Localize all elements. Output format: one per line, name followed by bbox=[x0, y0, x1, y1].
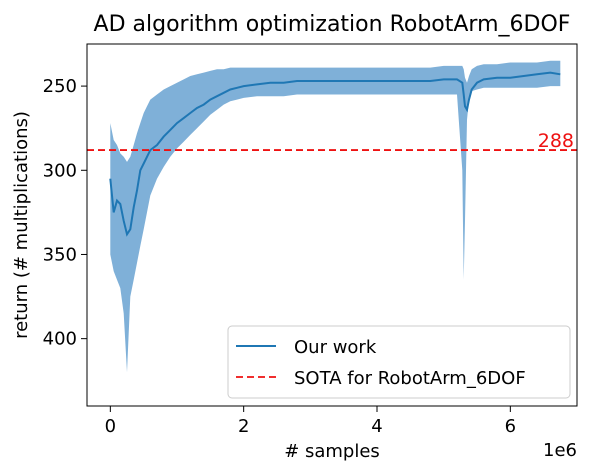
sota-annotation: 288 bbox=[538, 130, 574, 152]
y-tick-label: 400 bbox=[43, 329, 77, 350]
y-axis-label: return (# multiplications) bbox=[11, 111, 32, 339]
y-tick-label: 300 bbox=[43, 160, 77, 181]
x-axis-label: # samples bbox=[284, 441, 380, 462]
series-our-work-line bbox=[109, 71, 561, 237]
legend-label-our-work: Our work bbox=[294, 337, 377, 358]
legend-label-sota: SOTA for RobotArm_6DOF bbox=[294, 368, 526, 389]
y-tick-label: 350 bbox=[43, 244, 77, 265]
x-offset-label: 1e6 bbox=[543, 440, 577, 461]
legend-box bbox=[227, 325, 571, 399]
x-tick-label: 6 bbox=[505, 416, 516, 437]
x-tick-label: 4 bbox=[371, 416, 382, 437]
chart-title: AD algorithm optimization RobotArm_6DOF bbox=[94, 12, 571, 37]
plot-frame bbox=[86, 43, 578, 407]
x-tick-label: 2 bbox=[238, 416, 249, 437]
legend: Our work SOTA for RobotArm_6DOF bbox=[227, 325, 571, 399]
x-tick-label: 0 bbox=[105, 416, 116, 437]
y-tick-label: 250 bbox=[43, 76, 77, 97]
